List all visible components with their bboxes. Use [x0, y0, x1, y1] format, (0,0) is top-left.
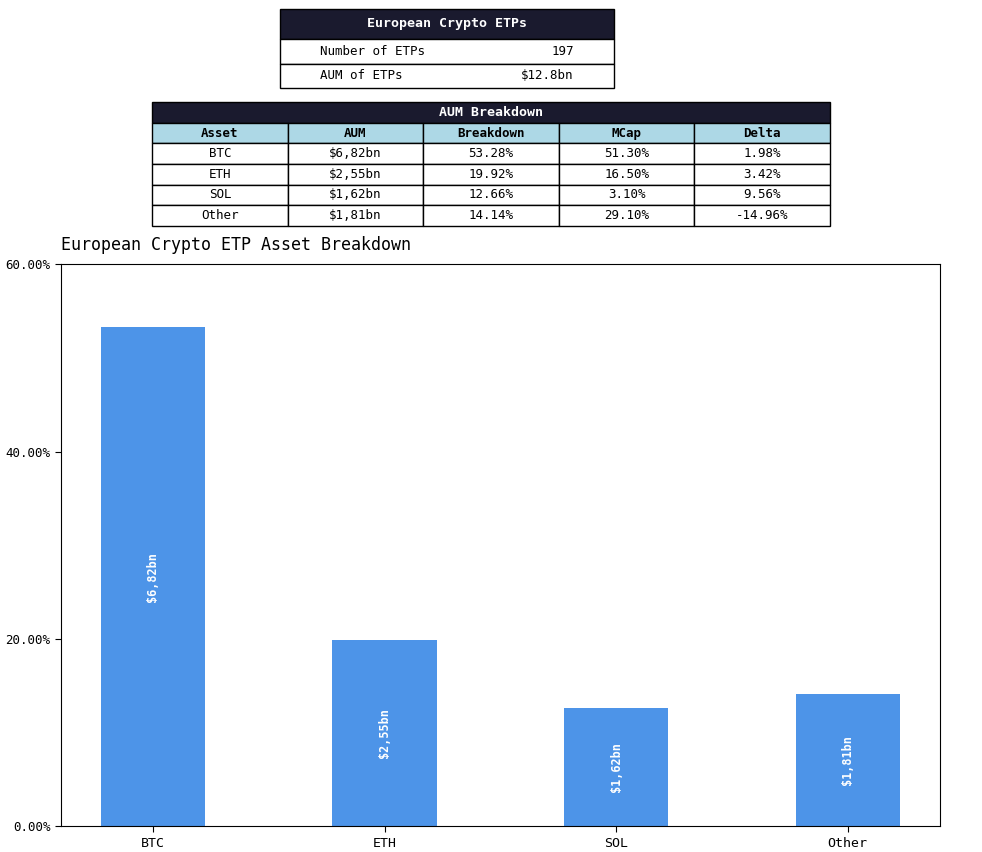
Text: $2,55bn: $2,55bn — [378, 708, 391, 758]
Text: ETH: ETH — [209, 168, 231, 181]
Text: 3.42%: 3.42% — [743, 168, 781, 181]
Bar — [795, 694, 900, 826]
Bar — [559, 123, 694, 143]
Bar — [333, 640, 437, 826]
Text: 16.50%: 16.50% — [604, 168, 649, 181]
Text: 51.30%: 51.30% — [604, 147, 649, 160]
Bar — [152, 205, 288, 226]
Bar — [152, 164, 288, 185]
Text: $1,62bn: $1,62bn — [610, 742, 623, 792]
Bar — [152, 123, 288, 143]
Bar — [101, 327, 205, 826]
Bar — [288, 123, 423, 143]
Text: $6,82bn: $6,82bn — [146, 552, 159, 602]
Bar — [694, 164, 830, 185]
Bar — [559, 164, 694, 185]
Text: AUM: AUM — [345, 127, 366, 140]
Bar — [280, 64, 614, 88]
Text: BTC: BTC — [209, 147, 231, 160]
Bar — [423, 205, 559, 226]
Text: Other: Other — [201, 209, 239, 222]
Text: European Crypto ETP Asset Breakdown: European Crypto ETP Asset Breakdown — [61, 236, 410, 254]
Text: AUM of ETPs: AUM of ETPs — [320, 69, 403, 82]
Bar — [423, 164, 559, 185]
Text: Breakdown: Breakdown — [458, 127, 524, 140]
Text: 12.66%: 12.66% — [468, 188, 514, 201]
Text: 3.10%: 3.10% — [608, 188, 645, 201]
Bar — [423, 123, 559, 143]
Bar — [559, 205, 694, 226]
Bar — [288, 205, 423, 226]
Bar — [423, 143, 559, 164]
Bar — [694, 185, 830, 205]
Text: 1.98%: 1.98% — [743, 147, 781, 160]
Text: 53.28%: 53.28% — [468, 147, 514, 160]
Bar — [152, 143, 288, 164]
Bar — [288, 143, 423, 164]
Bar — [152, 102, 830, 123]
Text: $2,55bn: $2,55bn — [329, 168, 382, 181]
Bar — [288, 185, 423, 205]
Bar — [564, 708, 668, 826]
Text: 14.14%: 14.14% — [468, 209, 514, 222]
Text: Number of ETPs: Number of ETPs — [320, 45, 425, 58]
Bar — [288, 164, 423, 185]
Text: $1,81bn: $1,81bn — [842, 735, 854, 785]
Text: $6,82bn: $6,82bn — [329, 147, 382, 160]
Bar — [694, 143, 830, 164]
Text: Delta: Delta — [743, 127, 781, 140]
Bar — [280, 9, 614, 39]
Text: 9.56%: 9.56% — [743, 188, 781, 201]
Text: SOL: SOL — [209, 188, 231, 201]
Bar — [559, 143, 694, 164]
Text: 29.10%: 29.10% — [604, 209, 649, 222]
Text: 197: 197 — [551, 45, 573, 58]
Text: $1,81bn: $1,81bn — [329, 209, 382, 222]
Text: $1,62bn: $1,62bn — [329, 188, 382, 201]
Bar — [280, 39, 614, 64]
Text: European Crypto ETPs: European Crypto ETPs — [367, 17, 526, 31]
Bar — [559, 185, 694, 205]
Bar — [694, 205, 830, 226]
Text: $12.8bn: $12.8bn — [521, 69, 573, 82]
Bar — [423, 185, 559, 205]
Text: MCap: MCap — [612, 127, 641, 140]
Bar — [694, 123, 830, 143]
Bar — [152, 185, 288, 205]
Text: Asset: Asset — [201, 127, 239, 140]
Text: 19.92%: 19.92% — [468, 168, 514, 181]
Text: -14.96%: -14.96% — [736, 209, 789, 222]
Text: AUM Breakdown: AUM Breakdown — [439, 106, 543, 119]
